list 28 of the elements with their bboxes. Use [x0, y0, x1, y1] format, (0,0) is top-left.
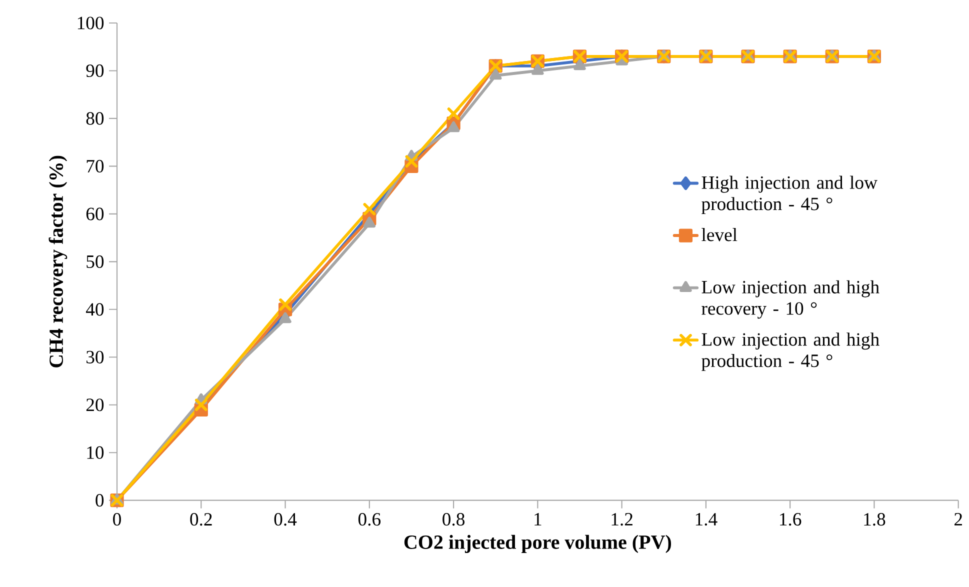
y-tick-label: 70: [86, 160, 104, 173]
y-tick-label: 10: [87, 446, 104, 459]
x-tick-label: 0.6: [358, 513, 381, 526]
y-tick-label: 0: [96, 494, 104, 507]
y-tick-label: 40: [86, 303, 104, 316]
legend-label: Low injection and high production - 45 °: [702, 332, 880, 371]
y-tick-label: 20: [86, 398, 104, 412]
x-tick-label: 0.2: [190, 513, 212, 526]
y-tick-label: 60: [86, 208, 104, 220]
x-axis-title: CO2 injected pore volume (PV): [404, 534, 672, 554]
y-tick-label: 30: [86, 350, 104, 364]
legend-label: level: [702, 228, 738, 242]
x-tick-label: 1.4: [696, 513, 718, 526]
x-tick-label: 0.4: [274, 513, 297, 526]
x-tick-label: 1: [534, 513, 542, 526]
x-tick-label: 1.2: [612, 513, 632, 526]
x-tick-label: 0.8: [442, 513, 464, 526]
legend-label: Low injection and high recovery - 10 °: [702, 280, 880, 319]
x-tick-label: 1.8: [864, 513, 886, 526]
y-tick-label: 50: [86, 255, 104, 268]
y-axis-title: CH4 recovery factor (%): [48, 156, 68, 368]
y-tick-label: 80: [86, 112, 104, 125]
x-tick-label: 1.6: [780, 513, 802, 526]
y-tick-label: 90: [86, 64, 104, 78]
x-tick-label: 0: [113, 513, 121, 526]
y-tick-label: 100: [78, 16, 104, 30]
x-tick-label: 2: [954, 513, 962, 526]
legend-label: High injection and low production - 45 °: [702, 176, 878, 214]
